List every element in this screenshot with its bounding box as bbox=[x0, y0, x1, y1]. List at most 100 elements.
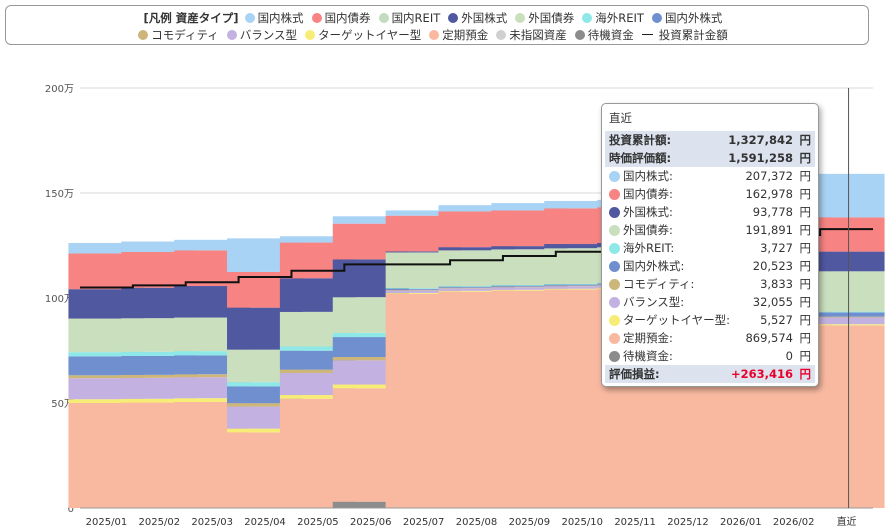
legend-item-label: 国内外株式 bbox=[664, 10, 723, 25]
tooltip-asset-name: 国内株式: bbox=[623, 169, 673, 183]
bar-segment bbox=[438, 288, 515, 291]
tooltip-asset-value: 162,978 bbox=[745, 187, 793, 201]
tooltip-color-dot bbox=[609, 260, 620, 272]
tooltip-gain-label: 評価損益: bbox=[609, 367, 660, 381]
tooltip-asset-name: 外国株式: bbox=[623, 205, 673, 219]
chart-tooltip: 直近 投資累計額: 1,327,842 円 時価評価額: 1,591,258 円… bbox=[601, 103, 819, 387]
tooltip-unit: 円 bbox=[799, 349, 812, 363]
tooltip-color-dot bbox=[609, 332, 620, 344]
legend-color-dot bbox=[448, 12, 459, 23]
bar-segment bbox=[279, 236, 356, 243]
bar-segment bbox=[544, 283, 621, 285]
legend-line-icon bbox=[641, 34, 653, 35]
tooltip-asset-name: 国内債券: bbox=[623, 187, 673, 201]
legend-item[interactable]: ターゲットイヤー型 bbox=[305, 27, 421, 43]
bar-segment bbox=[808, 317, 885, 325]
tooltip-asset-label: 外国株式: bbox=[609, 204, 753, 220]
chart-legend: [凡例 資産タイプ] 国内株式 国内債券 国内REIT 外国株式 外国債券 海外REIT 国… bbox=[5, 5, 869, 45]
bar-segment bbox=[332, 332, 409, 338]
x-tick-label: 2025/11 bbox=[614, 517, 656, 528]
tooltip-asset-value: 20,523 bbox=[752, 259, 793, 273]
legend-item-label: 国内株式 bbox=[257, 10, 304, 25]
x-tick-label: 2025/10 bbox=[561, 517, 603, 528]
legend-item[interactable]: 外国債券 bbox=[515, 10, 574, 26]
tooltip-asset-row: バランス型: 32,055 円 bbox=[605, 293, 815, 311]
legend-item[interactable]: 外国株式 bbox=[448, 10, 507, 26]
legend-item[interactable]: 未指図資産 bbox=[496, 27, 567, 43]
tooltip-unit: 円 bbox=[799, 277, 812, 291]
legend-item-label: バランス型 bbox=[239, 27, 298, 42]
bar-segment bbox=[808, 325, 885, 508]
tooltip-asset-value: 0 bbox=[785, 349, 793, 363]
legend-item-line[interactable]: 投資累計金額 bbox=[641, 27, 728, 43]
bar-segment bbox=[808, 217, 885, 252]
tooltip-unit: 円 bbox=[799, 187, 812, 201]
bar-segment bbox=[385, 210, 462, 216]
tooltip-gain-value: +263,416 bbox=[730, 367, 793, 381]
x-tick-label: 2025/08 bbox=[456, 517, 498, 528]
tooltip-invest-value: 1,327,842 bbox=[728, 133, 793, 147]
legend-item[interactable]: 国内外株式 bbox=[651, 10, 723, 26]
x-tick-label: 2026/01 bbox=[720, 517, 762, 528]
x-tick-label: 直近 bbox=[837, 515, 857, 528]
tooltip-asset-value: 5,527 bbox=[760, 313, 793, 327]
tooltip-unit: 円 bbox=[799, 151, 812, 165]
bar-segment bbox=[438, 286, 515, 288]
tooltip-asset-name: 国内外株式: bbox=[623, 259, 685, 273]
tooltip-asset-name: 定期預金: bbox=[623, 331, 673, 345]
tooltip-asset-name: コモディティ: bbox=[623, 277, 695, 291]
tooltip-color-dot bbox=[609, 224, 620, 236]
bar-segment bbox=[332, 384, 409, 389]
tooltip-asset-label: 国内株式: bbox=[609, 168, 745, 184]
bar-segment bbox=[121, 398, 198, 403]
legend-color-dot bbox=[311, 12, 322, 23]
bar-segment bbox=[491, 285, 568, 287]
bar-segment bbox=[385, 251, 462, 253]
x-tick-label: 2025/02 bbox=[139, 517, 181, 528]
bar-segment bbox=[279, 369, 356, 373]
bar-segment bbox=[332, 357, 409, 361]
bar-segment bbox=[385, 289, 462, 291]
legend-item[interactable]: 海外REIT bbox=[582, 10, 644, 26]
x-tick-label: 2025/03 bbox=[191, 517, 233, 528]
bar-segment bbox=[332, 216, 409, 224]
bar-segment bbox=[385, 288, 462, 290]
bar-segment bbox=[544, 244, 621, 249]
bar-segment bbox=[332, 501, 409, 508]
tooltip-asset-row: 定期預金: 869,574 円 bbox=[605, 329, 815, 347]
bar-segment bbox=[438, 247, 515, 251]
bar-segment bbox=[808, 173, 885, 218]
legend-item[interactable]: バランス型 bbox=[226, 27, 298, 43]
tooltip-asset-value: 869,574 bbox=[745, 331, 793, 345]
tooltip-asset-label: 外国債券: bbox=[609, 222, 745, 238]
legend-item[interactable]: 定期預金 bbox=[429, 27, 488, 43]
legend-item[interactable]: コモディティ bbox=[138, 27, 219, 43]
legend-color-dot bbox=[378, 12, 389, 23]
legend-item[interactable]: 国内株式 bbox=[244, 10, 304, 26]
legend-title: [凡例 資産タイプ] bbox=[143, 10, 239, 25]
legend-color-dot bbox=[574, 29, 585, 40]
x-tick-label: 2025/09 bbox=[509, 517, 551, 528]
bar-segment bbox=[544, 285, 621, 287]
tooltip-asset-value: 207,372 bbox=[745, 169, 793, 183]
bar-segment bbox=[68, 242, 145, 254]
tooltip-asset-name: バランス型: bbox=[623, 295, 685, 309]
legend-color-dot bbox=[305, 29, 316, 40]
x-tick-label: 2025/07 bbox=[403, 517, 445, 528]
bar-segment bbox=[174, 398, 251, 402]
x-tick-label: 2025/06 bbox=[350, 517, 392, 528]
tooltip-asset-value: 93,778 bbox=[752, 205, 793, 219]
legend-color-dot bbox=[429, 29, 440, 40]
legend-item[interactable]: 国内REIT bbox=[378, 10, 440, 26]
y-tick-label: 200万 bbox=[45, 84, 74, 95]
legend-item[interactable]: 待機資金 bbox=[574, 27, 634, 43]
legend-item-label: 待機資金 bbox=[587, 27, 634, 42]
legend-item[interactable]: 国内債券 bbox=[311, 10, 371, 26]
tooltip-unit: 円 bbox=[799, 313, 812, 327]
tooltip-asset-name: ターゲットイヤー型: bbox=[623, 313, 731, 327]
bar-segment bbox=[174, 239, 251, 251]
tooltip-asset-rows: 国内株式: 207,372 円国内債券: 162,978 円外国株式: 93,778 円外国… bbox=[605, 167, 815, 365]
legend-item-label: 外国株式 bbox=[461, 10, 508, 25]
bar-segment bbox=[491, 289, 568, 291]
tooltip-asset-row: 外国株式: 93,778 円 bbox=[605, 203, 815, 221]
